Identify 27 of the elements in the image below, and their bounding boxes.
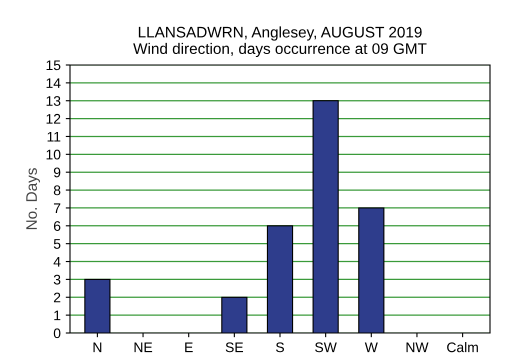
y-tick-label: 7 — [54, 203, 60, 213]
chart-title: LLANSADWRN, Anglesey, AUGUST 2019 Wind direction, days occurrence at 09 GMT — [133, 26, 427, 58]
x-tick-label: E — [185, 342, 193, 352]
x-tick-label: N — [94, 342, 102, 352]
x-tick-label: NW — [406, 342, 428, 352]
y-axis-title: No. Days — [26, 168, 40, 230]
y-tick-label: 12 — [46, 114, 60, 124]
x-tick-label: S — [276, 342, 284, 352]
y-tick-label: 3 — [54, 274, 60, 285]
y-tick-label: 0 — [54, 328, 60, 338]
y-tick-label: 13 — [46, 96, 60, 106]
y-tick-label: 15 — [46, 60, 60, 70]
y-tick-label: 11 — [48, 132, 60, 142]
y-tick-label: 9 — [54, 168, 60, 178]
y-tick-label: 8 — [54, 185, 60, 196]
y-tick-label: 4 — [54, 257, 61, 267]
y-tick-label: 14 — [46, 78, 61, 88]
y-tick-label: 6 — [54, 221, 60, 231]
y-tick-label: 10 — [46, 150, 60, 160]
y-tick-label: 5 — [54, 239, 60, 249]
x-tick-label: Calm — [447, 342, 478, 352]
x-tick-label: NE — [134, 342, 152, 352]
x-tick-label: SW — [315, 342, 337, 352]
y-tick-label: 2 — [54, 292, 60, 302]
x-tick-label: SE — [226, 342, 244, 352]
x-tick-label: W — [364, 342, 378, 352]
y-tick-label: 1 — [54, 310, 60, 320]
